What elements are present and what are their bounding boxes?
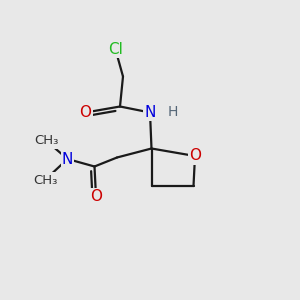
- Text: O: O: [189, 148, 201, 164]
- Text: Cl: Cl: [108, 42, 123, 57]
- Text: CH₃: CH₃: [33, 173, 57, 187]
- Text: O: O: [80, 105, 92, 120]
- Text: CH₃: CH₃: [34, 134, 59, 148]
- Text: N: N: [144, 105, 156, 120]
- Text: O: O: [90, 189, 102, 204]
- Text: H: H: [167, 106, 178, 119]
- Text: N: N: [62, 152, 73, 166]
